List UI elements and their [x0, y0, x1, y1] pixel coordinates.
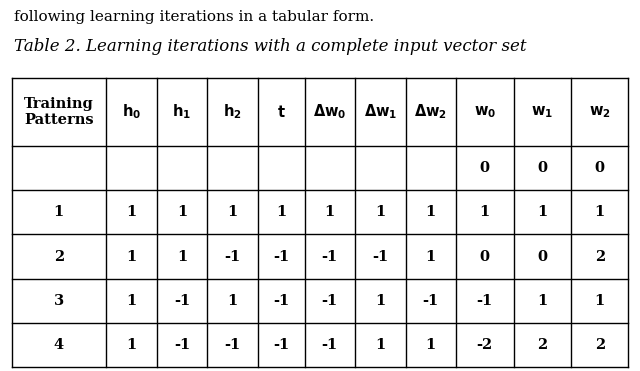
Text: -1: -1 [477, 294, 493, 308]
Text: 1: 1 [227, 294, 237, 308]
Text: -1: -1 [372, 250, 388, 264]
Text: 1: 1 [126, 205, 136, 219]
Text: -1: -1 [273, 338, 289, 352]
Text: $\mathbf{w_1}$: $\mathbf{w_1}$ [531, 104, 554, 120]
Text: 1: 1 [54, 205, 64, 219]
Text: $\mathbf{\Delta w_2}$: $\mathbf{\Delta w_2}$ [414, 102, 447, 121]
Text: 1: 1 [595, 205, 605, 219]
Text: $\mathbf{t}$: $\mathbf{t}$ [276, 104, 285, 120]
Text: $\mathbf{\Delta w_0}$: $\mathbf{\Delta w_0}$ [313, 102, 347, 121]
Text: -1: -1 [224, 250, 241, 264]
Text: 1: 1 [595, 294, 605, 308]
Text: -1: -1 [174, 294, 190, 308]
Text: 0: 0 [595, 161, 605, 175]
Text: $\mathbf{w_0}$: $\mathbf{w_0}$ [474, 104, 496, 120]
Text: 2: 2 [595, 338, 605, 352]
Text: 1: 1 [126, 294, 136, 308]
Text: $\mathbf{h_2}$: $\mathbf{h_2}$ [223, 102, 242, 121]
Text: 0: 0 [480, 250, 490, 264]
Text: 1: 1 [375, 338, 385, 352]
Text: Training
Patterns: Training Patterns [24, 97, 93, 127]
Text: 4: 4 [54, 338, 64, 352]
Text: 1: 1 [426, 205, 436, 219]
Text: 1: 1 [126, 250, 136, 264]
Text: 1: 1 [537, 205, 547, 219]
Text: $\mathbf{w_2}$: $\mathbf{w_2}$ [589, 104, 611, 120]
Text: -1: -1 [174, 338, 190, 352]
Text: 1: 1 [426, 250, 436, 264]
Text: 1: 1 [324, 205, 335, 219]
Text: 0: 0 [537, 250, 547, 264]
Text: -1: -1 [273, 250, 289, 264]
Text: 3: 3 [54, 294, 64, 308]
Text: 1: 1 [426, 338, 436, 352]
Text: Table 2. Learning iterations with a complete input vector set: Table 2. Learning iterations with a comp… [14, 38, 527, 55]
Text: 1: 1 [126, 338, 136, 352]
Text: 2: 2 [537, 338, 547, 352]
Text: -2: -2 [477, 338, 493, 352]
Text: following learning iterations in a tabular form.: following learning iterations in a tabul… [14, 10, 374, 24]
Text: 0: 0 [480, 161, 490, 175]
Text: -1: -1 [322, 294, 338, 308]
Text: -1: -1 [224, 338, 241, 352]
Text: 1: 1 [537, 294, 547, 308]
Text: -1: -1 [322, 250, 338, 264]
Text: -1: -1 [273, 294, 289, 308]
Text: 0: 0 [537, 161, 547, 175]
Text: $\mathbf{h_0}$: $\mathbf{h_0}$ [122, 102, 141, 121]
Text: 1: 1 [177, 250, 187, 264]
Text: 2: 2 [595, 250, 605, 264]
Text: 1: 1 [375, 205, 385, 219]
Text: 1: 1 [375, 294, 385, 308]
Text: 1: 1 [177, 205, 187, 219]
Text: 1: 1 [479, 205, 490, 219]
Text: -1: -1 [422, 294, 439, 308]
Text: 2: 2 [54, 250, 64, 264]
Text: 1: 1 [227, 205, 237, 219]
Text: 1: 1 [276, 205, 286, 219]
Text: $\mathbf{\Delta w_1}$: $\mathbf{\Delta w_1}$ [364, 102, 397, 121]
Text: -1: -1 [322, 338, 338, 352]
Text: $\mathbf{h_1}$: $\mathbf{h_1}$ [172, 102, 191, 121]
